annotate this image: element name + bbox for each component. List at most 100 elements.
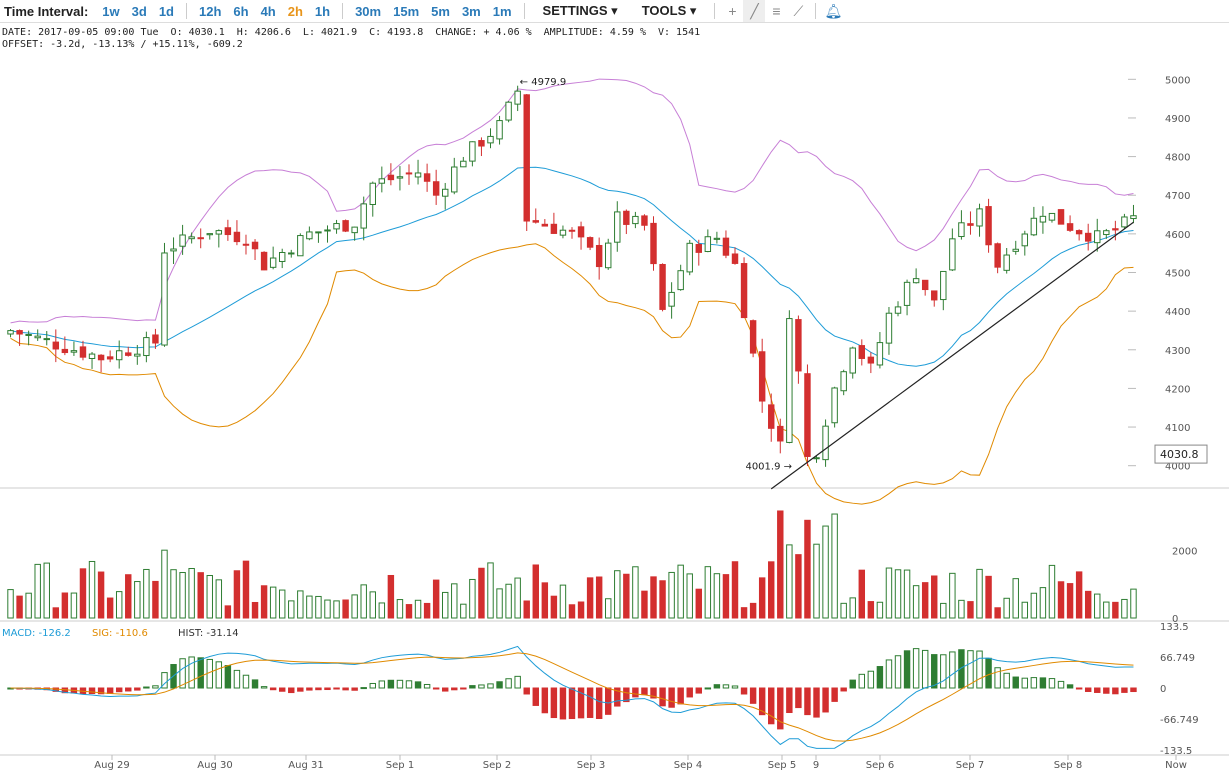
interval-1h[interactable]: 1h <box>314 3 331 19</box>
macd-histogram-bar <box>432 687 440 690</box>
macd-histogram-bar <box>1003 672 1010 689</box>
volume-bar <box>849 597 856 619</box>
macd-histogram-bar <box>822 687 829 713</box>
volume-bar <box>822 525 829 619</box>
candle-body <box>233 231 241 243</box>
candle-body <box>1112 228 1119 231</box>
interval-30m[interactable]: 30m <box>355 3 382 19</box>
volume-bar <box>432 579 440 619</box>
volume-bar <box>831 513 838 619</box>
volume-bar <box>224 605 232 619</box>
macd-histogram-bar <box>523 687 530 695</box>
interval-3m[interactable]: 3m <box>461 3 481 19</box>
interval-3d[interactable]: 3d <box>131 3 147 19</box>
candle-body <box>432 181 440 196</box>
line-draw-icon[interactable]: ╱ <box>743 0 766 22</box>
candle-body <box>451 166 458 193</box>
candle-body <box>378 178 386 184</box>
interval-1d[interactable]: 1d <box>158 3 174 19</box>
candle-body <box>994 243 1001 268</box>
volume-bar <box>541 582 549 619</box>
bollinger-lower-line <box>10 243 1134 505</box>
candle-body <box>260 251 268 271</box>
candle-body <box>333 223 340 230</box>
macd-histogram-bar <box>161 672 168 689</box>
macd-histogram-bar <box>179 658 186 689</box>
volume-bar <box>478 567 485 619</box>
interval-12h[interactable]: 12h <box>198 3 222 19</box>
macd-histogram-bar <box>912 648 920 689</box>
volume-bar <box>387 574 395 619</box>
interval-2h[interactable]: 2h <box>287 3 303 19</box>
interval-5m[interactable]: 5m <box>431 3 450 19</box>
candle-body <box>387 174 395 181</box>
volume-bar <box>43 562 50 619</box>
candle-body <box>559 229 567 236</box>
candle-body <box>297 235 304 257</box>
caret-down-icon: ▾ <box>689 3 697 18</box>
volume-bar <box>378 602 386 619</box>
interval-1w[interactable]: 1w <box>102 3 120 19</box>
volume-bar <box>885 567 893 619</box>
macd-histogram-bar <box>1057 680 1065 689</box>
macd-histogram-bar <box>514 675 521 689</box>
interval-1m[interactable]: 1m <box>492 3 512 19</box>
volume-bar <box>985 575 992 619</box>
trendline <box>770 221 1134 490</box>
fib-lines-icon[interactable]: ≡ <box>772 3 781 19</box>
volume-bar <box>813 543 820 619</box>
macd-tick-label: -133.5 <box>1160 746 1192 757</box>
volume-bar <box>931 575 938 619</box>
interval-4h[interactable]: 4h <box>260 3 276 19</box>
current-price-box <box>1154 444 1208 464</box>
interval-6h[interactable]: 6h <box>233 3 249 19</box>
candle-body <box>61 348 69 354</box>
x-tick-label: Sep 7 <box>956 760 984 771</box>
macd-histogram-bar <box>722 684 730 689</box>
candle-body <box>125 352 132 356</box>
macd-histogram-bar <box>985 657 992 689</box>
candle-body <box>179 234 186 247</box>
macd-histogram-bar <box>1130 687 1137 693</box>
volume-bar <box>306 595 313 619</box>
candle-body <box>695 243 703 253</box>
alert-bell-icon[interactable]: 🔔︎ <box>824 2 843 19</box>
candle-body <box>777 425 784 442</box>
x-tick-label: Sep 6 <box>866 760 894 771</box>
macd-histogram-bar <box>369 682 376 689</box>
macd-histogram-bar <box>550 687 558 719</box>
tools-menu[interactable]: TOOLS ▾ <box>641 3 697 18</box>
volume-bar <box>451 583 458 619</box>
candle-body <box>1075 230 1083 235</box>
volume-bar <box>1057 581 1065 619</box>
volume-bar <box>713 573 721 619</box>
interval-15m[interactable]: 15m <box>393 3 420 19</box>
candle-body <box>25 333 32 336</box>
volume-bar <box>912 585 920 619</box>
current-price-label: 4030.8 <box>1160 448 1199 461</box>
candle-body <box>677 270 684 291</box>
candle-body <box>215 230 223 235</box>
candle-body <box>1057 209 1065 225</box>
volume-bar <box>161 549 168 619</box>
volume-bar <box>740 607 748 619</box>
crosshair-icon[interactable]: + <box>728 3 737 19</box>
settings-menu[interactable]: SETTINGS ▾ <box>542 3 618 18</box>
volume-bar <box>867 601 875 619</box>
macd-histogram-bar <box>858 673 866 689</box>
candle-body <box>550 223 558 234</box>
macd-histogram-bar <box>233 669 241 689</box>
volume-bar <box>722 574 730 619</box>
volume-bar <box>197 572 204 619</box>
volume-bar <box>505 583 512 619</box>
candle-body <box>16 330 23 335</box>
candle-body <box>541 223 549 227</box>
fan-lines-icon[interactable]: ⟋ <box>793 2 804 19</box>
candle-body <box>161 252 168 346</box>
macd-histogram-bar <box>921 649 929 689</box>
candle-body <box>1030 217 1038 236</box>
candle-body <box>614 211 621 243</box>
info-volume: V: 1541 <box>657 27 701 38</box>
macd-histogram-bar <box>532 687 539 706</box>
